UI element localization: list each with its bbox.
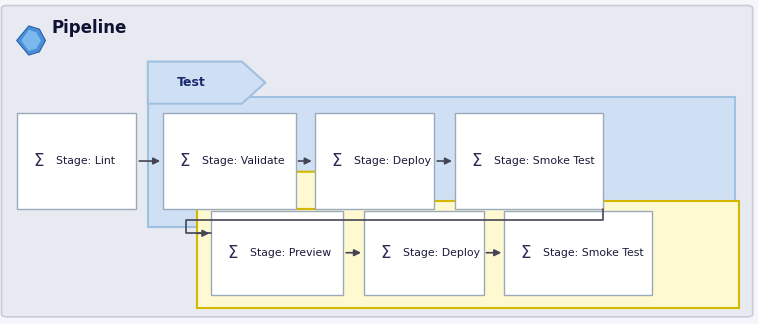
Text: Test: Test (177, 76, 205, 89)
FancyBboxPatch shape (504, 211, 652, 295)
Text: Stage: Smoke Test: Stage: Smoke Test (494, 156, 595, 166)
FancyBboxPatch shape (17, 113, 136, 209)
Text: Σ: Σ (227, 244, 238, 262)
Polygon shape (17, 26, 45, 55)
Text: Stage: Preview: Stage: Preview (250, 248, 331, 258)
FancyBboxPatch shape (197, 201, 739, 308)
Text: Stage: Deploy: Stage: Deploy (354, 156, 431, 166)
Text: Σ: Σ (471, 152, 482, 170)
Text: Σ: Σ (331, 152, 342, 170)
Text: Stage: Lint: Stage: Lint (56, 156, 115, 166)
FancyBboxPatch shape (455, 113, 603, 209)
Text: Stage: Validate: Stage: Validate (202, 156, 285, 166)
Polygon shape (197, 172, 349, 209)
FancyBboxPatch shape (163, 113, 296, 209)
FancyBboxPatch shape (364, 211, 484, 295)
Text: Stage: Smoke Test: Stage: Smoke Test (543, 248, 644, 258)
Text: Pipeline: Pipeline (52, 18, 127, 37)
Polygon shape (21, 30, 41, 51)
Text: Stage: Deploy: Stage: Deploy (403, 248, 481, 258)
Text: Σ: Σ (180, 152, 190, 170)
Text: Σ: Σ (521, 244, 531, 262)
Text: Σ: Σ (381, 244, 391, 262)
Text: Production: Production (215, 184, 291, 197)
FancyBboxPatch shape (2, 6, 753, 317)
FancyBboxPatch shape (315, 113, 434, 209)
FancyBboxPatch shape (148, 97, 735, 227)
Text: Σ: Σ (33, 152, 44, 170)
FancyBboxPatch shape (211, 211, 343, 295)
Polygon shape (148, 62, 265, 104)
